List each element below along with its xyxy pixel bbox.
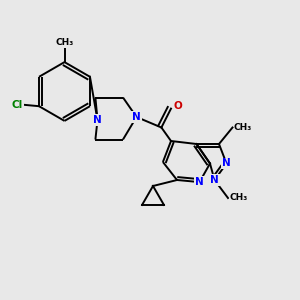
Text: CH₃: CH₃ xyxy=(56,38,74,47)
Text: N: N xyxy=(195,177,204,187)
Text: CH₃: CH₃ xyxy=(230,194,248,202)
Text: Cl: Cl xyxy=(12,100,23,110)
Text: N: N xyxy=(93,115,102,125)
Text: CH₃: CH₃ xyxy=(234,123,252,132)
Text: N: N xyxy=(210,175,219,185)
Text: O: O xyxy=(173,101,182,111)
Text: N: N xyxy=(132,112,141,122)
Text: N: N xyxy=(222,158,231,169)
